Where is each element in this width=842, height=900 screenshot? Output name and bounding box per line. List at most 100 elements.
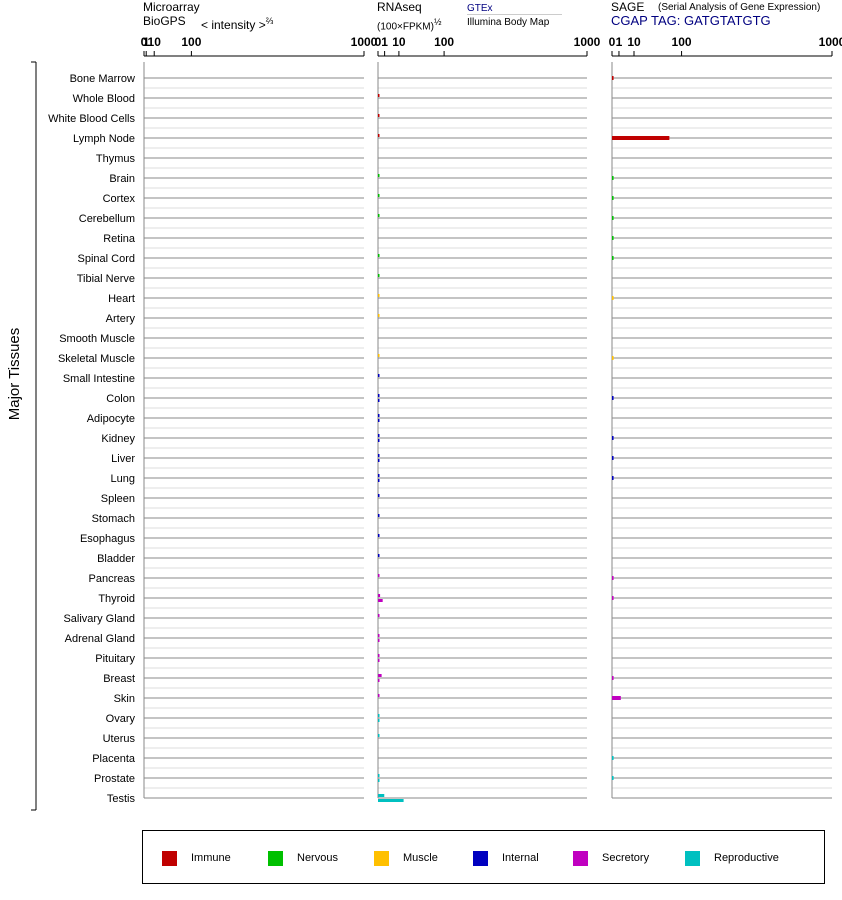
legend-item-internal: Internal bbox=[473, 850, 539, 866]
tissue-label: Thyroid bbox=[98, 593, 135, 605]
legend-swatch bbox=[685, 850, 700, 866]
expression-bar bbox=[612, 196, 614, 200]
expression-bar bbox=[612, 236, 614, 240]
tick-label: 1 bbox=[143, 35, 150, 49]
tick-label: 0 bbox=[141, 35, 148, 49]
microarray-scale-exponent: ⅔ bbox=[265, 16, 274, 26]
legend-item-secretory: Secretory bbox=[573, 850, 649, 866]
expression-bar bbox=[378, 134, 380, 137]
expression-bar bbox=[378, 779, 380, 782]
tissue-label: Lymph Node bbox=[73, 133, 135, 145]
tissue-label: Liver bbox=[111, 453, 135, 465]
legend-label: Nervous bbox=[297, 852, 338, 864]
tissue-label: Lung bbox=[111, 473, 135, 485]
expression-bar bbox=[612, 76, 614, 80]
microarray-scale-label: < intensity >⅔ bbox=[201, 14, 273, 32]
legend-item-immune: Immune bbox=[162, 850, 231, 866]
expression-bar bbox=[612, 396, 614, 400]
rnaseq-scale-label: (100×FPKM)½ bbox=[377, 15, 441, 34]
legend-label: Muscle bbox=[403, 852, 438, 864]
expression-bar bbox=[378, 639, 380, 642]
sage-tag: CGAP TAG: GATGTATGTG bbox=[611, 13, 771, 28]
tissue-label: Skeletal Muscle bbox=[58, 353, 135, 365]
tissue-label: Ovary bbox=[106, 713, 136, 725]
tissue-label: Artery bbox=[106, 313, 136, 325]
expression-bar bbox=[378, 419, 380, 422]
expression-bar bbox=[612, 756, 614, 760]
legend-swatch bbox=[162, 850, 177, 866]
expression-bar bbox=[378, 694, 380, 697]
tissue-label: Retina bbox=[103, 233, 136, 245]
expression-bar bbox=[378, 654, 380, 657]
expression-bar bbox=[378, 274, 380, 277]
expression-bar bbox=[612, 696, 621, 700]
rnaseq-scale-exponent: ½ bbox=[433, 17, 442, 27]
group-label: Major Tissues bbox=[6, 328, 23, 421]
tick-label: 1000 bbox=[574, 35, 601, 49]
expression-bar bbox=[378, 494, 380, 497]
expression-bar bbox=[378, 414, 380, 417]
expression-bar bbox=[378, 799, 404, 802]
expression-bar bbox=[378, 459, 380, 462]
tissue-label: Spinal Cord bbox=[78, 253, 135, 265]
microarray-title: Microarray bbox=[143, 0, 200, 14]
gtex-label: GTEx bbox=[467, 3, 493, 14]
tissue-label: Salivary Gland bbox=[63, 613, 135, 625]
expression-bar bbox=[378, 439, 380, 442]
expression-bar bbox=[612, 576, 614, 580]
legend-swatch bbox=[374, 850, 389, 866]
expression-bar bbox=[612, 676, 614, 680]
legend-label: Reproductive bbox=[714, 852, 779, 864]
legend-swatch bbox=[573, 850, 588, 866]
expression-bar bbox=[612, 136, 670, 140]
tissue-label: Esophagus bbox=[80, 533, 136, 545]
tick-label: 10 bbox=[392, 35, 406, 49]
expression-bar bbox=[378, 634, 380, 637]
tissue-label: Thymus bbox=[96, 153, 136, 165]
expression-bar bbox=[378, 434, 380, 437]
expression-bar bbox=[378, 514, 380, 517]
tick-label: 100 bbox=[434, 35, 454, 49]
expression-bar bbox=[378, 454, 380, 457]
biogps-label: BioGPS bbox=[143, 14, 186, 28]
expression-bar bbox=[378, 314, 380, 317]
expression-bar bbox=[378, 354, 380, 357]
tick-label: 10 bbox=[148, 35, 162, 49]
expression-bar bbox=[612, 356, 614, 360]
tissue-label: Uterus bbox=[103, 733, 136, 745]
expression-bar bbox=[378, 794, 385, 797]
expression-bar bbox=[612, 456, 614, 460]
sage-description: (Serial Analysis of Gene Expression) bbox=[658, 2, 821, 13]
legend-swatch bbox=[473, 850, 488, 866]
expression-bar bbox=[378, 254, 380, 257]
tissue-label: Cerebellum bbox=[79, 213, 135, 225]
tissue-label: Pituitary bbox=[95, 653, 135, 665]
legend-swatch bbox=[268, 850, 283, 866]
tissue-label: Adrenal Gland bbox=[65, 633, 135, 645]
expression-bar bbox=[378, 194, 380, 197]
tick-label: 0 bbox=[609, 35, 616, 49]
tissue-label: White Blood Cells bbox=[48, 113, 135, 125]
expression-bar bbox=[378, 399, 380, 402]
expression-bar bbox=[378, 94, 380, 97]
tissue-label: Stomach bbox=[92, 513, 135, 525]
expression-bar bbox=[378, 674, 382, 677]
expression-bar bbox=[378, 614, 380, 617]
tick-label: 100 bbox=[181, 35, 201, 49]
tick-label: 1 bbox=[381, 35, 388, 49]
expression-bar bbox=[378, 574, 380, 577]
rnaseq-scale-text: (100×FPKM) bbox=[377, 21, 434, 33]
tissue-label: Colon bbox=[106, 393, 135, 405]
expression-bar bbox=[378, 659, 380, 662]
tissue-label: Placenta bbox=[92, 753, 136, 765]
tick-label: 1000 bbox=[819, 35, 842, 49]
tissue-label: Bone Marrow bbox=[70, 73, 135, 85]
expression-bar bbox=[378, 679, 380, 682]
expression-bar bbox=[378, 294, 380, 297]
expression-bar bbox=[378, 599, 383, 602]
expression-bar bbox=[378, 774, 380, 777]
tissue-label: Skin bbox=[114, 693, 135, 705]
tissue-label: Whole Blood bbox=[73, 93, 135, 105]
sage-title: SAGE bbox=[611, 0, 645, 14]
